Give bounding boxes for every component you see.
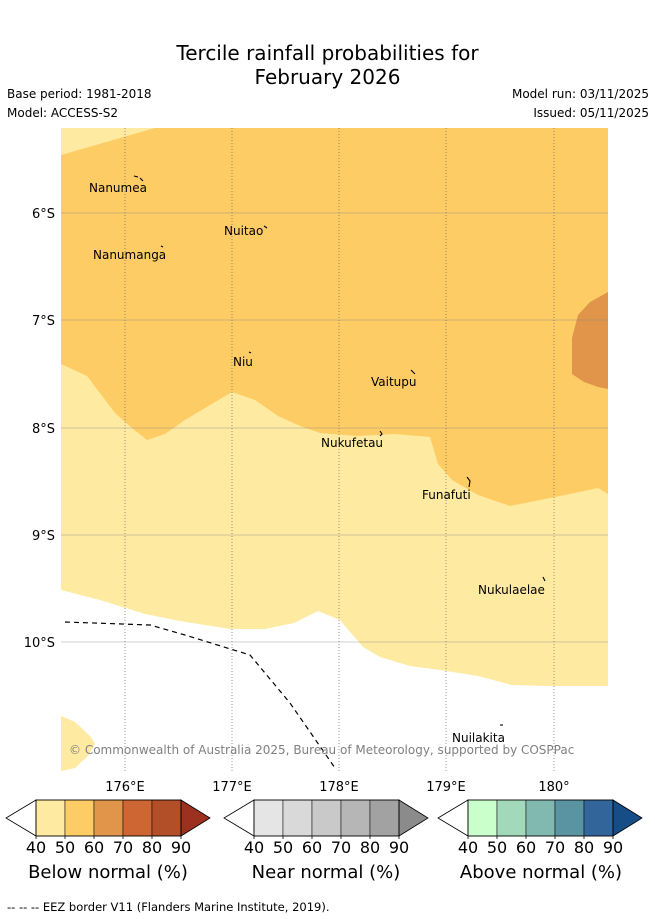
lon-label-180: 180° [538,780,569,795]
colorbar-near-normal-tick-label: 60 [302,838,322,857]
colorbar-below-normal-tick-label: 70 [113,838,133,857]
colorbar-above-normal-segment [525,799,556,837]
colorbar-below-normal-segment [64,799,95,837]
colorbar-near-normal-tick-label: 70 [331,838,351,857]
colorbar-above-normal-segment [467,799,498,837]
colorbar-near-normal-high-extend [398,799,429,837]
place-label-nanumea: Nanumea [89,181,147,195]
lon-label-178e: 178°E [319,780,359,795]
nukulaelae-island-icon [542,576,546,582]
colorbar-above-normal-tick-label: 80 [574,838,594,857]
colorbar-near-normal-frame [253,799,400,837]
lat-label-8s: 8°S [32,422,55,437]
nanumea-island-icon [133,175,144,182]
colorbar-above-normal-segment [554,799,585,837]
place-label-niu: Niu [233,355,253,369]
model-name: Model: ACCESS-S2 [7,106,119,120]
vaitupu-island-icon [410,369,416,375]
colorbar-near-normal-segment [311,799,342,837]
colorbar-above-normal-tick-label: 50 [487,838,507,857]
colorbar-above-normal-tick-label: 70 [545,838,565,857]
colorbar-near-normal-label: Near normal (%) [251,862,401,883]
colorbar-below-normal-low-extend [5,799,37,837]
issued-date: Issued: 05/11/2025 [533,106,649,120]
colorbar-below-normal-tick-label: 60 [84,838,104,857]
place-label-nukufetau: Nukufetau [321,436,383,450]
lon-label-176e: 176°E [105,780,145,795]
colorbar-above-normal-tick-label: 40 [458,838,478,857]
island-outlines [133,175,546,726]
eez-border-line [64,621,336,769]
page-title-line2: February 2026 [254,65,401,89]
colorbar-below-normal-segment [151,799,182,837]
colorbar-below-normal-segment [122,799,153,837]
lon-label-177e: 177°E [212,780,252,795]
colorbar-below-normal-tick-label: 50 [55,838,75,857]
colorbar-above-normal-tick-label: 90 [603,838,623,857]
below-normal-40-50-patch [61,716,95,771]
copyright-notice: © Commonwealth of Australia 2025, Bureau… [69,743,574,757]
colorbar-near-normal-tick-label: 90 [389,838,409,857]
niu-island-icon [248,351,252,354]
lat-label-10s: 10°S [24,636,55,651]
colorbar-near-normal-tick-label: 40 [244,838,264,857]
colorbar-above-normal-high-extend [612,799,643,837]
lat-label-7s: 7°S [32,314,55,329]
lon-gridlines [124,128,555,771]
colorbar-near-normal-tick-label: 50 [273,838,293,857]
nuitao-island-icon [263,225,268,229]
base-period: Base period: 1981-2018 [7,87,152,101]
lat-gridlines [61,212,608,643]
colorbar-above-normal-segment [583,799,614,837]
colorbar-above-normal-frame [467,799,614,837]
colorbar-near-normal-tick-label: 80 [360,838,380,857]
colorbar-near-normal-segment [369,799,400,837]
place-label-nuilakita: Nuilakita [452,731,505,745]
model-run: Model run: 03/11/2025 [511,87,649,101]
colorbar-above-normal-tick-label: 60 [516,838,536,857]
colorbar-below-normal-tick-label: 80 [142,838,162,857]
colorbar-below-normal-high-extend [180,799,211,837]
below-normal-60-70-region [572,292,608,389]
funafuti-island-icon [466,476,471,488]
lat-label-9s: 9°S [32,529,55,544]
colorbar-below-normal-segment [93,799,124,837]
place-label-nuitao: Nuitao [224,224,263,238]
place-label-vaitupu: Vaitupu [371,375,417,389]
colorbar-near-normal-segment [282,799,313,837]
place-label-funafuti: Funafuti [422,488,471,502]
below-normal-50-60-region [61,128,608,506]
colorbar-near-normal-segment [253,799,284,837]
colorbar-below-normal-segment [35,799,66,837]
eez-footer-note: -- -- -- EEZ border V11 (Flanders Marine… [7,900,330,914]
colorbar-below-normal-tick-label: 90 [171,838,191,857]
colorbar-near-normal-low-extend [223,799,255,837]
place-label-nanumanga: Nanumanga [93,248,166,262]
lat-label-6s: 6°S [32,207,55,222]
colorbar-above-normal-label: Above normal (%) [459,862,623,883]
nukufetau-island-icon [379,430,383,437]
colorbar-above-normal-low-extend [437,799,469,837]
place-label-nukulaelae: Nukulaelae [478,583,545,597]
page-title-line1: Tercile rainfall probabilities for [176,41,479,65]
colorbar-below-normal-label: Below normal (%) [28,862,188,883]
nanumanga-island-icon [160,245,164,248]
colorbar-above-normal-segment [496,799,527,837]
colorbar-near-normal-segment [340,799,371,837]
colorbar-group: 40 50 60 70 80 90 40 50 60 70 80 90 40 50 60 70 80 90 [5,799,643,857]
lon-label-179e: 179°E [426,780,466,795]
colorbar-below-normal-frame [35,799,182,837]
colorbar-below-normal-tick-label: 40 [26,838,46,857]
